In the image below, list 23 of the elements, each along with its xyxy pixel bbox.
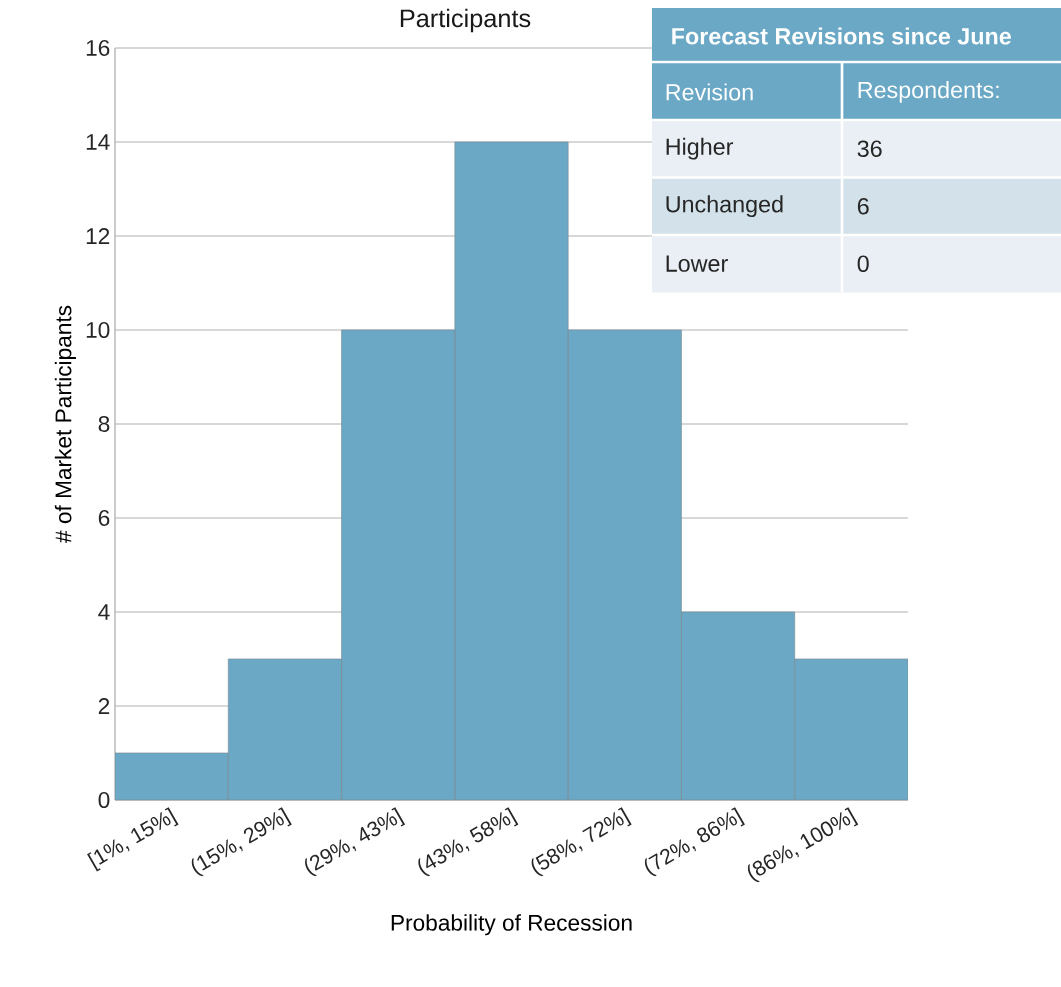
- data-label: 0: [857, 255, 869, 272]
- x-tick-label: [1%, 15%]: [87, 807, 179, 872]
- y-axis-title: # of Market Participants: [54, 305, 76, 543]
- text: Forecast Revisions since June: [672, 27, 1011, 45]
- y-tick-label: 0: [98, 791, 110, 809]
- category-label: Higher: [666, 137, 734, 160]
- text: Revision: [666, 83, 753, 101]
- y-tick-label: 14: [86, 134, 110, 150]
- data-label: 36: [857, 140, 882, 157]
- y-tick-label: 2: [98, 698, 110, 714]
- y-tick-label: 6: [98, 509, 110, 527]
- data-label: 6: [857, 197, 869, 215]
- text: Respondents:: [858, 81, 999, 103]
- x-axis-title: Probability of Recession: [391, 914, 632, 936]
- y-tick-label: 16: [86, 39, 110, 57]
- category-label: Lower: [666, 255, 728, 272]
- y-tick-label: 10: [86, 321, 110, 339]
- y-tick-label: 8: [98, 415, 110, 433]
- category-label: Unchanged: [666, 195, 783, 218]
- chart-title: Participants: [400, 8, 531, 33]
- y-tick-label: 4: [98, 604, 110, 620]
- bar: [454, 141, 569, 800]
- y-tick-label: 12: [86, 228, 110, 244]
